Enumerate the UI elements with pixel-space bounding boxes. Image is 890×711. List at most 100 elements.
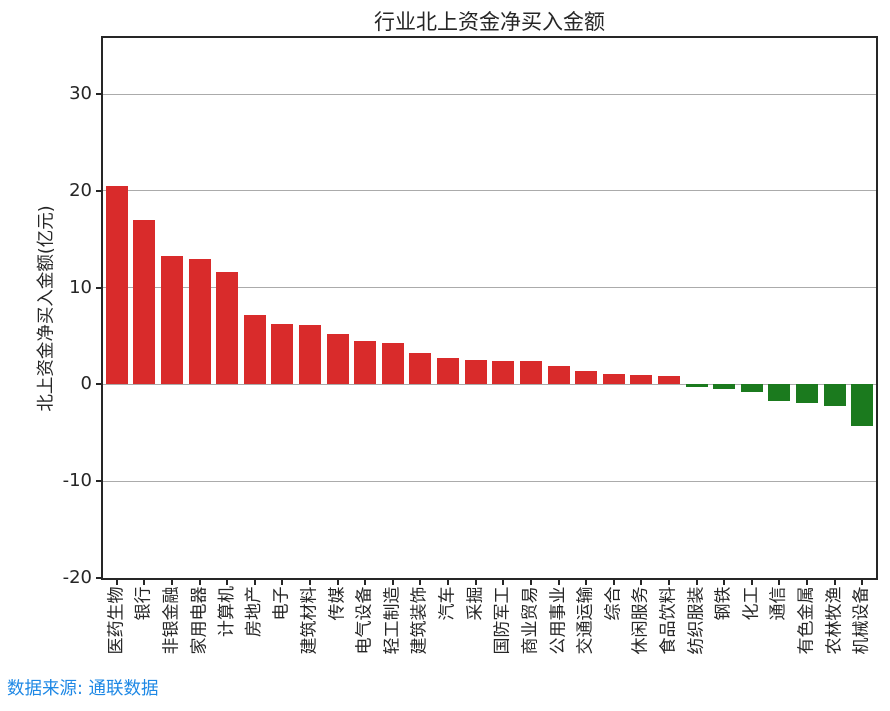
x-tick-label: 农林牧渔 bbox=[824, 586, 845, 654]
y-tick-label: -10 bbox=[62, 470, 92, 492]
x-tick-mark bbox=[281, 578, 284, 585]
bar bbox=[464, 360, 487, 385]
chart-title: 行业北上资金净买入金额 bbox=[374, 10, 605, 34]
x-tick-mark bbox=[171, 578, 174, 585]
x-tick-label: 计算机 bbox=[216, 586, 237, 637]
x-tick-label: 商业贸易 bbox=[520, 586, 541, 654]
x-tick-label: 机械设备 bbox=[851, 586, 872, 654]
x-tick-mark bbox=[474, 578, 477, 585]
x-tick-label: 国防军工 bbox=[492, 586, 513, 654]
y-tick-label: 20 bbox=[69, 179, 92, 201]
bar bbox=[105, 186, 128, 385]
x-tick-mark bbox=[612, 578, 615, 585]
bar bbox=[851, 384, 874, 427]
x-tick-label: 有色金属 bbox=[796, 586, 817, 654]
x-tick-label: 电气设备 bbox=[354, 586, 375, 654]
bar bbox=[381, 342, 404, 385]
x-tick-label: 食品饮料 bbox=[658, 586, 679, 654]
x-tick-label: 钢铁 bbox=[713, 586, 734, 620]
x-tick-mark bbox=[750, 578, 753, 585]
x-tick-mark bbox=[861, 578, 864, 585]
x-tick-mark bbox=[529, 578, 532, 585]
x-tick-label: 建筑装饰 bbox=[409, 586, 430, 654]
bar bbox=[216, 272, 239, 385]
bar bbox=[354, 340, 377, 385]
x-tick-label: 采掘 bbox=[465, 586, 486, 620]
x-tick-label: 家用电器 bbox=[189, 586, 210, 654]
x-tick-label: 汽车 bbox=[437, 586, 458, 620]
bar bbox=[299, 325, 322, 385]
x-tick-label: 医药生物 bbox=[106, 586, 127, 654]
y-tick-label: 30 bbox=[69, 83, 92, 105]
y-tick-mark bbox=[96, 189, 103, 192]
x-tick-label: 休闲服务 bbox=[630, 586, 651, 654]
x-tick-mark bbox=[585, 578, 588, 585]
bar bbox=[243, 314, 266, 385]
y-tick-mark bbox=[96, 93, 103, 96]
x-tick-mark bbox=[115, 578, 118, 585]
x-tick-mark bbox=[502, 578, 505, 585]
bar bbox=[409, 353, 432, 385]
x-tick-label: 非银金融 bbox=[161, 586, 182, 654]
bar bbox=[740, 384, 763, 392]
bar bbox=[602, 374, 625, 385]
x-tick-label: 纺织服装 bbox=[686, 586, 707, 654]
bar bbox=[575, 371, 598, 385]
x-tick-label: 银行 bbox=[133, 586, 154, 620]
y-tick-mark bbox=[96, 480, 103, 483]
x-tick-mark bbox=[226, 578, 229, 585]
data-source-text: 数据来源: 通联数据 bbox=[7, 679, 159, 699]
bar bbox=[271, 324, 294, 385]
bar bbox=[492, 361, 515, 385]
x-tick-label: 化工 bbox=[741, 586, 762, 620]
x-tick-mark bbox=[695, 578, 698, 585]
x-tick-label: 综合 bbox=[603, 586, 624, 620]
x-tick-mark bbox=[447, 578, 450, 585]
x-tick-label: 建筑材料 bbox=[299, 586, 320, 654]
y-tick-mark bbox=[96, 383, 103, 386]
x-tick-mark bbox=[778, 578, 781, 585]
x-tick-mark bbox=[253, 578, 256, 585]
y-tick-mark bbox=[96, 286, 103, 289]
x-tick-mark bbox=[198, 578, 201, 585]
x-tick-mark bbox=[309, 578, 312, 585]
x-tick-label: 房地产 bbox=[244, 586, 265, 637]
bar bbox=[437, 358, 460, 385]
x-tick-mark bbox=[336, 578, 339, 585]
x-tick-mark bbox=[419, 578, 422, 585]
gridline bbox=[103, 287, 876, 289]
x-tick-label: 传媒 bbox=[327, 586, 348, 620]
bar bbox=[326, 334, 349, 385]
bar bbox=[188, 258, 211, 385]
x-tick-label: 公用事业 bbox=[548, 586, 569, 654]
gridline bbox=[103, 383, 876, 385]
y-tick-label: 0 bbox=[80, 373, 92, 395]
y-tick-mark bbox=[96, 577, 103, 579]
bar bbox=[630, 374, 653, 385]
x-tick-label: 电子 bbox=[271, 586, 292, 620]
y-tick-label: -20 bbox=[62, 567, 92, 588]
x-tick-mark bbox=[723, 578, 726, 585]
bar bbox=[823, 384, 846, 406]
bar bbox=[161, 255, 184, 385]
bar bbox=[657, 375, 680, 385]
y-tick-label: 10 bbox=[69, 276, 92, 298]
bar bbox=[547, 366, 570, 385]
x-tick-mark bbox=[557, 578, 560, 585]
gridline bbox=[103, 480, 876, 482]
x-tick-label: 轻工制造 bbox=[382, 586, 403, 654]
x-tick-mark bbox=[640, 578, 643, 585]
x-tick-mark bbox=[364, 578, 367, 585]
x-tick-mark bbox=[805, 578, 808, 585]
bar bbox=[685, 384, 708, 387]
bar bbox=[768, 384, 791, 401]
x-tick-label: 交通运输 bbox=[575, 586, 596, 654]
x-tick-mark bbox=[833, 578, 836, 585]
x-tick-mark bbox=[391, 578, 394, 585]
gridline bbox=[103, 190, 876, 192]
x-tick-label: 通信 bbox=[768, 586, 789, 620]
x-tick-mark bbox=[667, 578, 670, 585]
x-tick-mark bbox=[143, 578, 146, 585]
bar bbox=[795, 384, 818, 403]
